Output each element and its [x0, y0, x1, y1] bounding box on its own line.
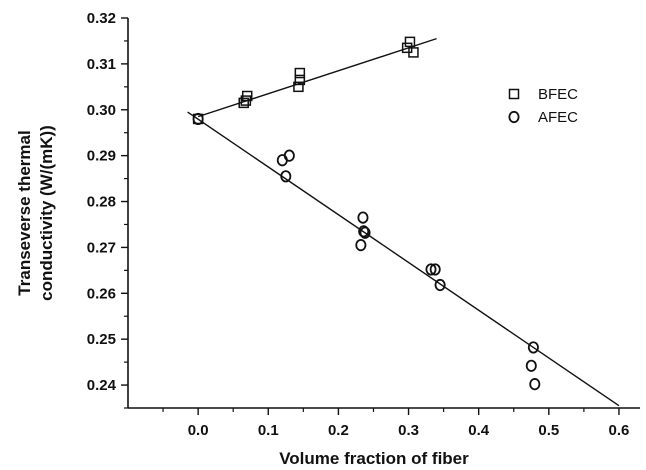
legend-square-marker	[508, 88, 520, 100]
afec-point	[425, 263, 437, 276]
bfec-point	[238, 97, 249, 109]
bfec-point	[293, 81, 304, 93]
bfec-fit-line	[197, 37, 437, 118]
x-tick-label: 0.6	[609, 422, 630, 439]
afec-point	[280, 170, 292, 183]
legend-label-bfec: BFEC	[538, 86, 578, 103]
y-tick-label: 0.31	[87, 56, 116, 73]
afec-point	[192, 112, 204, 126]
y-tick-label: 0.24	[87, 377, 117, 394]
afec-point	[355, 239, 367, 252]
x-tick-label: 0.0	[188, 422, 209, 439]
x-tick-label: 0.2	[328, 422, 349, 439]
bfec-point	[404, 36, 416, 48]
y-tick-label: 0.29	[87, 148, 116, 165]
afec-point	[358, 225, 370, 238]
axes: 0.0 0.1 0.2 0.3 0.4 0.5 0.6 0.24 0.25 0.26 0.27 0.2…	[87, 10, 640, 439]
bfec-point	[241, 90, 253, 102]
y-tick-label: 0.32	[87, 10, 116, 27]
bfec-point	[294, 74, 306, 86]
bfec-point	[408, 47, 419, 58]
afec-point	[529, 378, 541, 391]
x-tick-label: 0.4	[468, 422, 490, 439]
y-tick-label: 0.28	[87, 194, 116, 211]
afec-point	[357, 211, 369, 224]
y-tick-label: 0.25	[87, 331, 116, 348]
y-axis-label-line-2: conductivity (W/(mK))	[37, 125, 56, 301]
y-tick-label: 0.30	[87, 102, 116, 119]
afec-point	[359, 226, 371, 239]
x-tick-label: 0.5	[538, 422, 559, 439]
y-tick-label: 0.27	[87, 239, 116, 256]
legend-circle-marker	[508, 110, 520, 124]
afec-fit-line	[187, 111, 620, 407]
afec-point	[527, 341, 539, 354]
legend: BFEC AFEC	[508, 86, 578, 126]
bfec-point	[294, 67, 306, 79]
legend-label-afec: AFEC	[538, 109, 578, 126]
y-axis-label-line-1: Transeverse thermal	[15, 130, 34, 295]
x-tick-label: 0.3	[398, 422, 419, 439]
afec-point	[525, 359, 537, 372]
afec-point	[434, 278, 446, 292]
data-markers	[192, 36, 541, 391]
y-tick-label: 0.26	[87, 285, 116, 302]
x-tick-label: 0.1	[258, 422, 279, 439]
afec-point	[283, 149, 295, 162]
fit-lines	[187, 37, 620, 407]
x-axis-label: Volume fraction of fiber	[279, 449, 469, 468]
afec-point	[429, 263, 441, 276]
